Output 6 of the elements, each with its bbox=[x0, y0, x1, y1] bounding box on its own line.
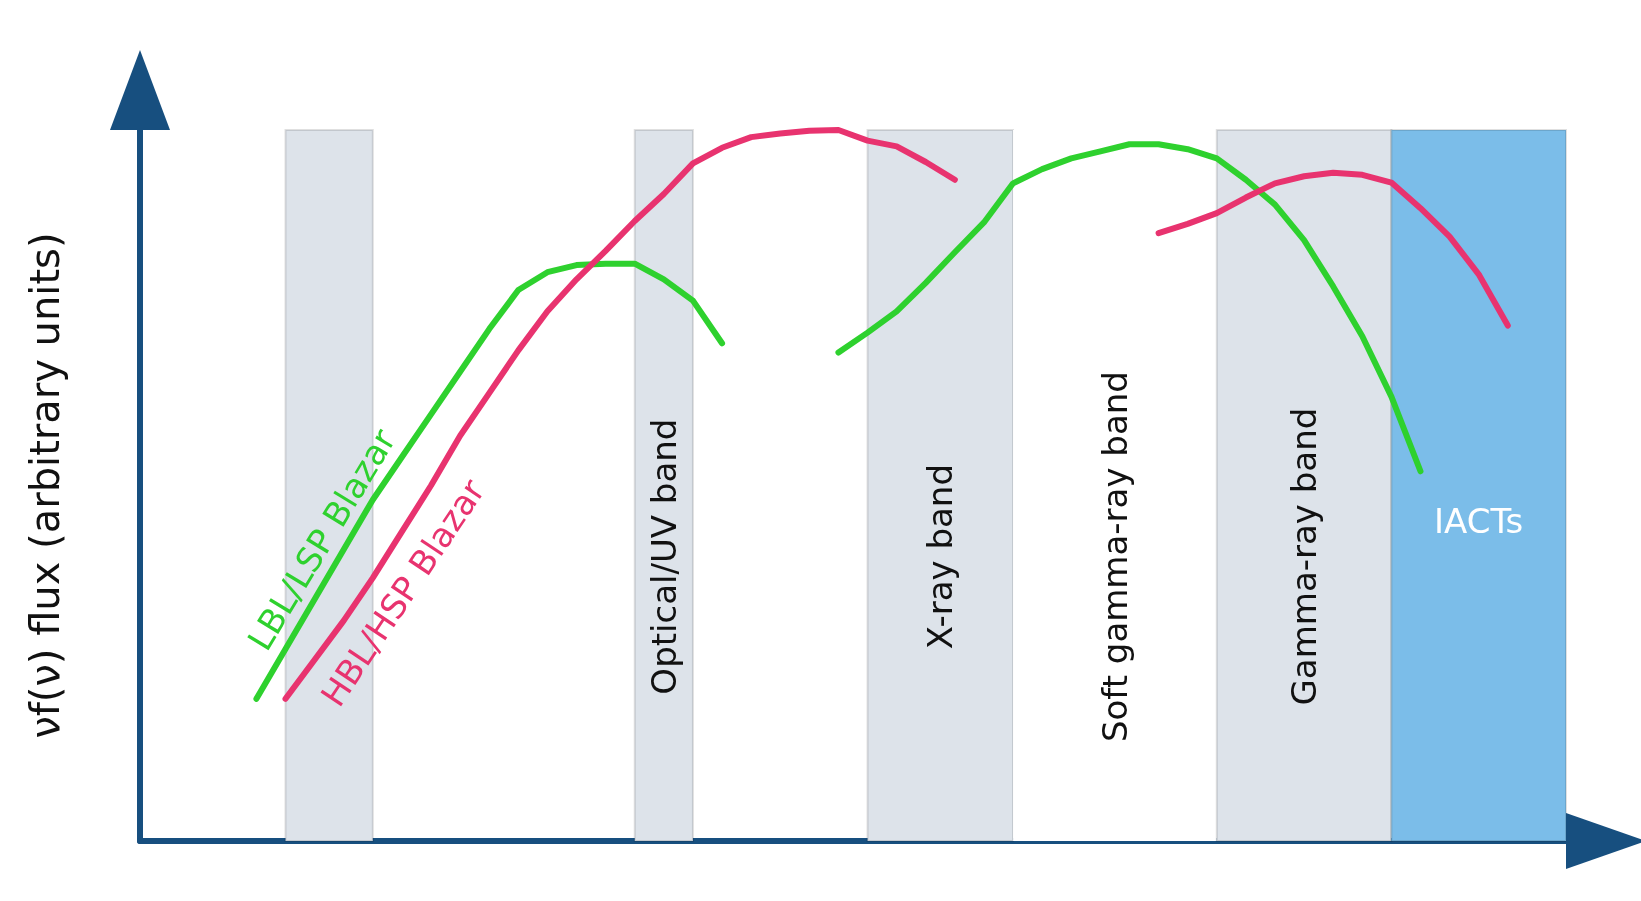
annotation: Soft gamma-ray band bbox=[1094, 371, 1135, 743]
annotation: X-ray band bbox=[920, 464, 961, 650]
y-axis-title: νf(ν) flux (arbitrary units) bbox=[22, 232, 68, 739]
annotation: Optical/UV band bbox=[643, 418, 684, 695]
annotation: Gamma-ray band bbox=[1284, 407, 1325, 706]
annotation: IACTs bbox=[1434, 501, 1524, 542]
